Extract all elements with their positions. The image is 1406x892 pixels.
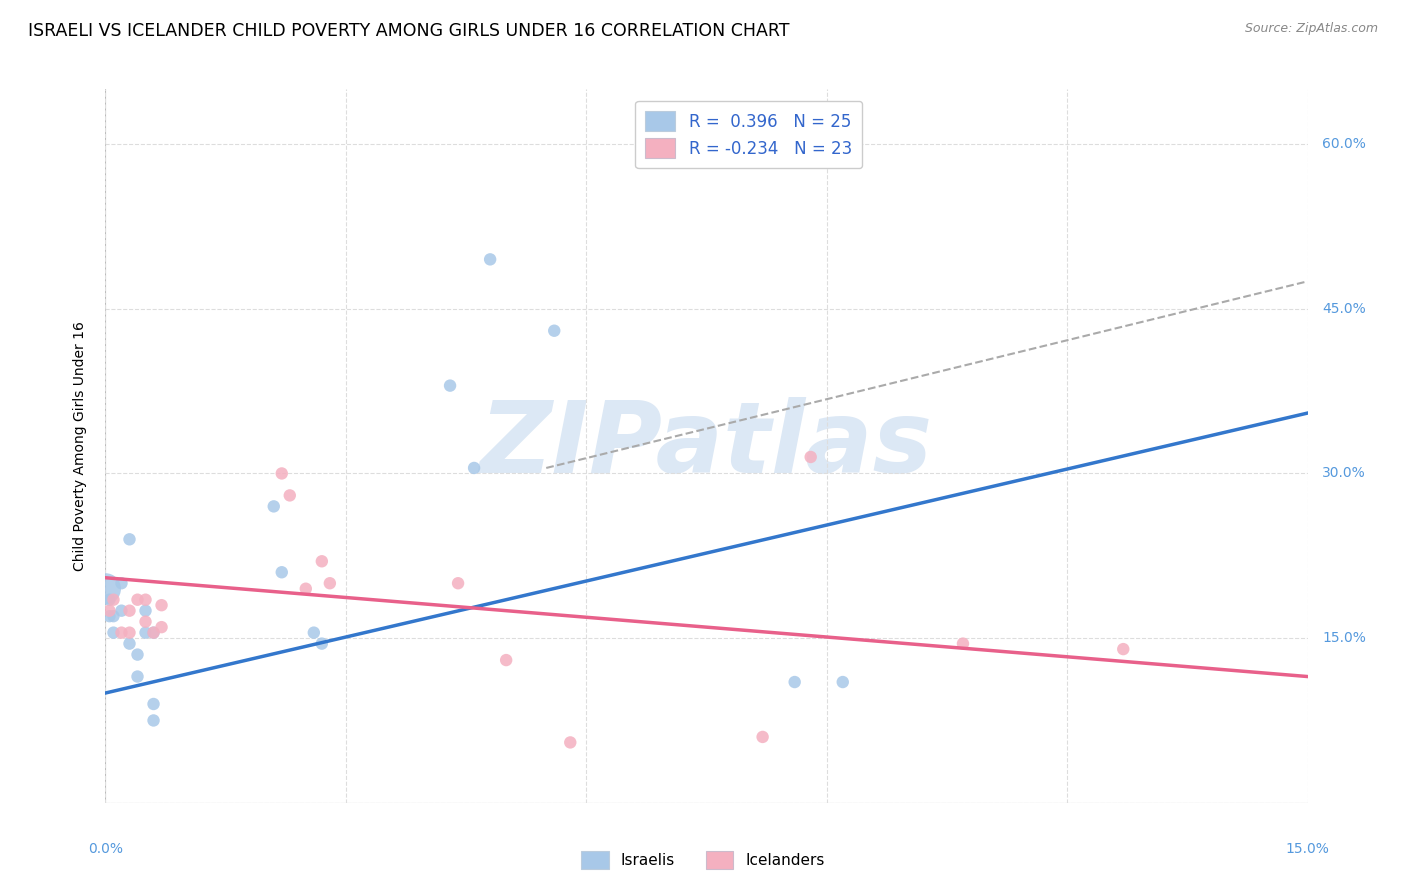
Text: 45.0%: 45.0% (1322, 301, 1365, 316)
Point (831, 675, 853, 690)
Point (952, 637, 974, 651)
Point (103, 625, 125, 640)
Legend: R =  0.396   N = 25, R = -0.234   N = 23: R = 0.396 N = 25, R = -0.234 N = 23 (636, 101, 862, 169)
Point (135, 604, 157, 618)
Point (270, 467, 292, 481)
Point (118, 604, 141, 618)
Point (800, 450, 823, 464)
Point (311, 554, 333, 568)
Text: ISRAELI VS ICELANDER CHILD POVERTY AMONG GIRLS UNDER 16 CORRELATION CHART: ISRAELI VS ICELANDER CHILD POVERTY AMONG… (28, 22, 790, 40)
Point (127, 648, 149, 662)
Point (278, 488, 301, 502)
Legend: Israelis, Icelanders: Israelis, Icelanders (575, 845, 831, 875)
Point (94, 582, 117, 596)
Point (103, 609, 125, 624)
Text: 0.0%: 0.0% (89, 842, 122, 856)
Point (142, 697, 165, 711)
Point (263, 500, 285, 514)
Point (560, 735, 582, 749)
Point (98, 604, 121, 618)
Point (447, 576, 470, 591)
Point (295, 582, 318, 596)
Point (118, 637, 141, 651)
Point (150, 620, 173, 634)
Point (127, 669, 149, 683)
Point (103, 592, 125, 607)
Point (142, 625, 165, 640)
Y-axis label: Child Poverty Among Girls Under 16: Child Poverty Among Girls Under 16 (73, 321, 87, 571)
Point (302, 625, 325, 640)
Point (479, 252, 502, 267)
Point (495, 653, 517, 667)
Point (439, 378, 461, 392)
Point (98, 592, 121, 607)
Point (135, 625, 157, 640)
Text: 30.0%: 30.0% (1322, 467, 1365, 481)
Point (127, 592, 149, 607)
Text: ZIPatlas: ZIPatlas (479, 398, 934, 494)
Point (1112, 642, 1135, 657)
Text: 60.0%: 60.0% (1322, 137, 1365, 151)
Point (118, 625, 141, 640)
Text: 15.0%: 15.0% (1322, 632, 1365, 645)
Point (110, 625, 132, 640)
Point (110, 604, 132, 618)
Point (751, 730, 773, 744)
Point (783, 675, 806, 690)
Point (142, 714, 165, 728)
Point (135, 592, 157, 607)
Point (110, 576, 132, 591)
Point (118, 533, 141, 547)
Point (142, 625, 165, 640)
Text: 15.0%: 15.0% (1285, 842, 1330, 856)
Text: Source: ZipAtlas.com: Source: ZipAtlas.com (1244, 22, 1378, 36)
Point (270, 566, 292, 580)
Point (311, 637, 333, 651)
Point (98, 609, 121, 624)
Point (463, 461, 485, 475)
Point (543, 324, 565, 338)
Point (319, 576, 342, 591)
Point (150, 598, 173, 612)
Point (135, 615, 157, 629)
